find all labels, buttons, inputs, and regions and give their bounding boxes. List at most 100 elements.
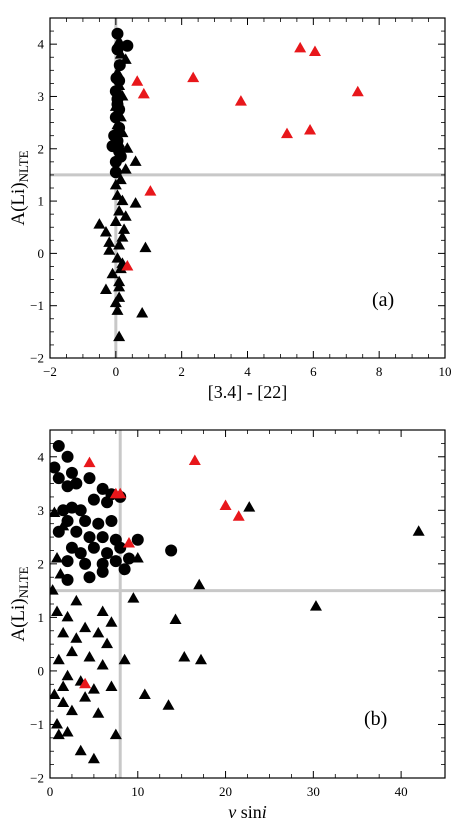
data-point-triangle-red	[351, 85, 364, 97]
data-point-triangle-red	[121, 259, 134, 271]
data-point-circle	[109, 555, 122, 568]
data-point-triangle	[57, 519, 70, 531]
data-point-triangle-red	[114, 487, 127, 499]
data-point-triangle	[178, 651, 191, 662]
data-point-triangle	[79, 621, 92, 633]
data-point-triangle	[99, 283, 112, 294]
data-point-circle	[52, 440, 65, 453]
panel-label-a: (a)	[372, 289, 394, 311]
data-point-triangle	[105, 616, 118, 627]
data-point-triangle-red	[234, 95, 247, 106]
data-point-triangle	[61, 669, 74, 681]
x-tick-label: 2	[178, 364, 185, 379]
data-point-triangle-red	[83, 456, 96, 468]
data-point-triangle	[103, 244, 116, 255]
x-tick-label: 30	[307, 784, 320, 799]
data-point-triangle	[96, 605, 109, 617]
data-point-triangle-red	[188, 454, 201, 466]
y-tick-label: −1	[30, 298, 44, 313]
x-tick-label: 8	[376, 364, 383, 379]
data-point-triangle	[111, 66, 124, 77]
x-tick-label: 20	[219, 784, 232, 799]
y-tick-label: 2	[38, 141, 45, 156]
y-tick-label: 1	[38, 610, 45, 625]
plot-area-a: −2 0 2 4 6 8 10 −2 −1 0 1 2 3 4	[30, 17, 452, 379]
x-tick-label: 0	[47, 784, 54, 799]
data-point-triangle	[116, 126, 129, 138]
x-tick-label: 4	[244, 364, 251, 379]
x-tick-label: 6	[310, 364, 317, 379]
data-point-triangle	[50, 584, 59, 595]
data-point-triangle	[87, 752, 100, 764]
data-point-triangle	[131, 551, 144, 563]
data-point-triangle	[54, 568, 67, 579]
data-point-triangle	[193, 578, 206, 590]
data-point-circle	[83, 571, 96, 584]
data-point-triangle	[99, 225, 112, 237]
data-point-triangle	[79, 691, 92, 702]
data-point-triangle	[92, 626, 105, 638]
data-point-triangle	[61, 725, 74, 737]
data-point-triangle	[138, 688, 151, 700]
data-point-triangle	[169, 613, 182, 625]
xlabel-a: [3.4] - [22]	[208, 382, 287, 402]
data-point-triangle	[116, 231, 129, 242]
data-point-circle	[70, 477, 83, 490]
data-point-circle	[87, 493, 100, 506]
axis-ticks: −2 0 2 4 6 8 10 −2 −1 0 1 2 3 4	[30, 17, 452, 379]
data-point-triangle	[61, 610, 74, 622]
data-point-triangle	[109, 296, 122, 308]
ylabel-a: A(Li)NLTE	[8, 150, 31, 225]
data-point-triangle	[113, 239, 126, 250]
data-point-triangle	[51, 551, 64, 563]
data-point-triangle	[121, 142, 134, 153]
data-point-circle	[101, 496, 114, 509]
data-point-triangle	[52, 653, 65, 665]
data-point-triangle	[93, 218, 106, 229]
xlabel-italic-v: v	[228, 802, 236, 822]
data-point-triangle	[65, 645, 78, 657]
y-tick-label: −1	[30, 717, 44, 732]
data-point-circle	[74, 547, 87, 560]
y-tick-label: 4	[38, 449, 45, 464]
data-point-triangle	[57, 680, 70, 691]
data-point-triangle	[127, 592, 140, 603]
data-point-triangle-red	[294, 41, 307, 53]
data-point-triangle	[65, 704, 78, 716]
data-point-triangle	[92, 707, 105, 718]
panel-b: 0 10 20 30 40 −2 −1 0 1 2 3 4 (b) v sini A(Li)NLTE	[8, 429, 446, 822]
data-point-circle	[118, 563, 131, 576]
data-point-circle	[61, 555, 74, 568]
data-point-triangle	[111, 252, 124, 263]
xlabel-sin: sin	[236, 802, 262, 822]
data-point-triangle	[114, 110, 127, 122]
ylabel-sub-b: NLTE	[16, 566, 31, 598]
data-point-circle	[96, 482, 109, 495]
data-point-triangle	[113, 137, 126, 148]
data-point-circle	[111, 27, 124, 40]
x-tick-label: −2	[43, 364, 57, 379]
data-point-circle	[52, 472, 65, 485]
data-point-triangle	[113, 35, 126, 46]
data-point-triangle	[194, 653, 207, 665]
data-point-circle	[101, 547, 114, 560]
data-point-triangle	[103, 236, 116, 247]
data-point-triangle	[70, 632, 83, 643]
xlabel-italic-i: i	[262, 802, 267, 822]
data-point-circle	[109, 166, 122, 179]
data-point-triangle	[50, 688, 61, 700]
data-point-triangle	[116, 89, 129, 101]
data-point-triangle	[57, 626, 70, 638]
y-tick-label: −2	[30, 771, 44, 786]
data-point-circle	[105, 515, 118, 528]
data-point-triangle	[113, 330, 126, 342]
data-point-triangle	[119, 163, 132, 174]
data-point-triangle	[113, 205, 126, 216]
data-point-triangle	[111, 304, 124, 315]
y-tick-label: 1	[38, 194, 45, 209]
data-point-triangle-red	[123, 536, 135, 548]
data-point-triangle	[74, 744, 87, 756]
data-point-triangle	[109, 215, 122, 226]
y-tick-label: 0	[38, 246, 45, 261]
data-point-triangle	[70, 594, 83, 606]
